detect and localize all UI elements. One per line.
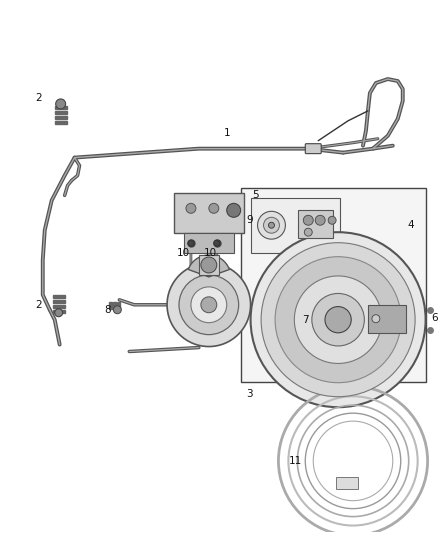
Circle shape: [264, 217, 279, 233]
Bar: [53, 300, 65, 303]
Text: 4: 4: [408, 220, 414, 230]
Circle shape: [251, 232, 426, 407]
Circle shape: [113, 306, 121, 314]
Wedge shape: [188, 255, 230, 277]
Bar: [55, 106, 67, 109]
Text: 1: 1: [224, 128, 230, 138]
Bar: [368, 305, 406, 333]
Circle shape: [372, 314, 380, 322]
Bar: [298, 211, 333, 238]
Circle shape: [312, 294, 364, 346]
Bar: [199, 255, 219, 275]
Text: 6: 6: [431, 313, 438, 322]
Bar: [110, 302, 113, 309]
Text: 7: 7: [302, 314, 309, 325]
Text: 10: 10: [177, 248, 190, 258]
Text: 9: 9: [247, 215, 253, 225]
Bar: [53, 310, 65, 313]
Bar: [251, 198, 340, 253]
Circle shape: [275, 257, 401, 383]
Circle shape: [294, 276, 382, 364]
Circle shape: [303, 215, 313, 225]
Bar: [336, 477, 358, 489]
Circle shape: [268, 222, 275, 228]
Text: 3: 3: [247, 389, 253, 399]
Bar: [113, 302, 117, 309]
Bar: [55, 116, 67, 119]
Text: 5: 5: [253, 190, 259, 200]
Bar: [55, 121, 67, 124]
Text: 2: 2: [35, 300, 42, 310]
Bar: [53, 295, 65, 298]
Circle shape: [191, 287, 227, 322]
Circle shape: [209, 204, 219, 213]
Bar: [184, 233, 234, 253]
Circle shape: [201, 257, 217, 273]
Circle shape: [304, 228, 312, 236]
Circle shape: [325, 306, 351, 333]
Text: 2: 2: [35, 93, 42, 103]
Bar: [55, 111, 67, 114]
Circle shape: [179, 275, 239, 335]
Circle shape: [258, 211, 286, 239]
Circle shape: [186, 204, 196, 213]
Circle shape: [56, 99, 66, 109]
Text: 10: 10: [204, 248, 217, 258]
Bar: [174, 193, 244, 233]
Bar: [117, 302, 120, 309]
Text: 11: 11: [288, 456, 302, 466]
Circle shape: [201, 297, 217, 313]
Circle shape: [315, 215, 325, 225]
FancyBboxPatch shape: [305, 144, 321, 154]
Text: 8: 8: [104, 305, 111, 315]
Circle shape: [167, 263, 251, 346]
Bar: [240, 189, 426, 382]
Bar: [53, 305, 65, 308]
Circle shape: [261, 243, 415, 397]
Circle shape: [55, 309, 63, 317]
Circle shape: [328, 216, 336, 224]
Circle shape: [227, 204, 240, 217]
